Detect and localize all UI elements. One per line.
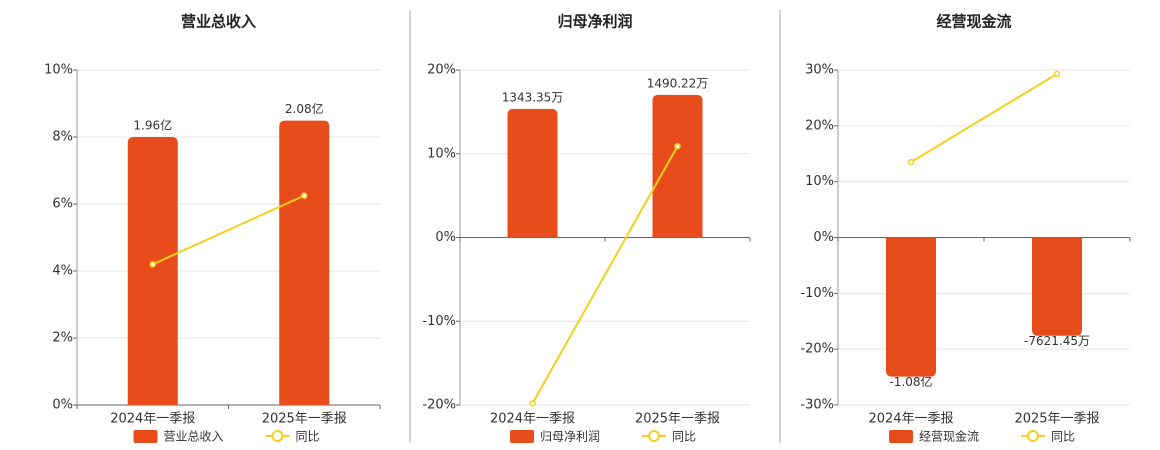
y-tick-label: 10% bbox=[44, 63, 73, 78]
data-label: 1.96亿 bbox=[133, 118, 172, 133]
y-tick-label: 4% bbox=[52, 264, 73, 279]
chart-title: 营业总收入 bbox=[181, 13, 256, 31]
x-tick-label: 2024年一季报 bbox=[490, 412, 575, 427]
y-tick-label: 20% bbox=[805, 118, 834, 133]
legend-label: 经营现金流 bbox=[919, 429, 979, 444]
data-label: -7621.45万 bbox=[1024, 334, 1090, 348]
chart-title: 经营现金流 bbox=[936, 13, 1011, 31]
x-tick-label: 2025年一季报 bbox=[635, 412, 720, 427]
bar bbox=[507, 108, 558, 238]
legend-marker bbox=[1027, 430, 1040, 442]
y-tick-label: 10% bbox=[427, 146, 456, 161]
y-tick-label: 8% bbox=[52, 130, 73, 145]
legend-swatch bbox=[889, 430, 913, 443]
legend-swatch bbox=[133, 430, 158, 443]
data-label: -1.08亿 bbox=[889, 374, 932, 389]
bar bbox=[886, 237, 936, 377]
y-tick-label: 20% bbox=[427, 63, 456, 78]
legend-label: 同比 bbox=[296, 430, 320, 444]
line bbox=[910, 73, 1058, 163]
y-tick-label: 0% bbox=[813, 230, 834, 245]
data-label: 1490.22万 bbox=[647, 76, 709, 90]
legend-label: 归母净利润 bbox=[540, 430, 600, 444]
line-marker bbox=[301, 192, 308, 199]
data-label: 1343.35万 bbox=[502, 90, 564, 104]
line bbox=[531, 145, 679, 404]
line-marker bbox=[907, 158, 915, 166]
x-tick-label: 2024年一季报 bbox=[110, 412, 195, 427]
x-tick-label: 2024年一季报 bbox=[868, 412, 953, 427]
bar bbox=[652, 94, 703, 238]
bar bbox=[1032, 237, 1082, 336]
line bbox=[152, 194, 305, 266]
legend-label: 同比 bbox=[1051, 430, 1075, 444]
y-tick-label: 6% bbox=[52, 197, 73, 212]
line-marker bbox=[1053, 70, 1061, 78]
legend-label: 营业总收入 bbox=[164, 430, 224, 444]
y-tick-label: -20% bbox=[422, 398, 456, 413]
legend-marker bbox=[271, 430, 284, 442]
line-marker bbox=[149, 261, 156, 268]
x-tick-label: 2025年一季报 bbox=[262, 412, 347, 427]
legend-swatch bbox=[510, 430, 534, 443]
y-tick-label: 0% bbox=[435, 230, 456, 245]
y-tick-label: 2% bbox=[52, 331, 73, 346]
legend-label: 同比 bbox=[672, 430, 696, 444]
y-tick-label: -30% bbox=[800, 398, 834, 413]
y-tick-label: 30% bbox=[805, 63, 834, 78]
legend-marker bbox=[648, 430, 661, 442]
line-marker bbox=[674, 142, 681, 150]
y-tick-label: 10% bbox=[805, 174, 834, 189]
bar bbox=[279, 120, 330, 406]
x-tick-label: 2025年一季报 bbox=[1014, 412, 1099, 427]
chart-title: 归母净利润 bbox=[557, 13, 632, 31]
y-tick-label: -10% bbox=[800, 286, 834, 301]
y-tick-label: -10% bbox=[422, 314, 456, 329]
line-marker bbox=[529, 400, 536, 407]
y-tick-label: -20% bbox=[800, 342, 834, 357]
bar bbox=[127, 137, 178, 405]
data-label: 2.08亿 bbox=[285, 101, 324, 116]
y-tick-label: 0% bbox=[52, 398, 73, 413]
